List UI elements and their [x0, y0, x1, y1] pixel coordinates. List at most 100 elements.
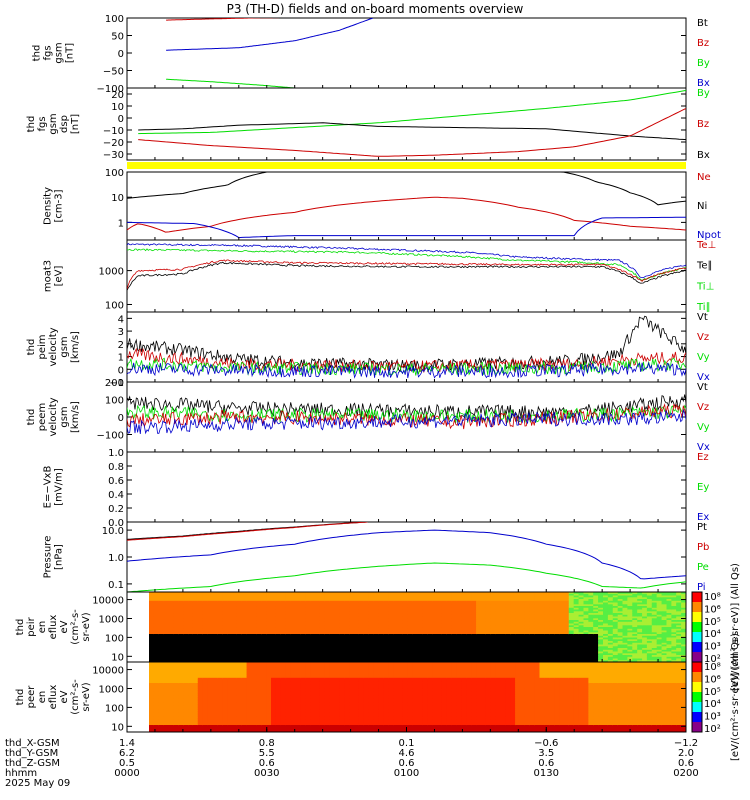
- y-axis-label: peem: [37, 403, 48, 431]
- y-tick-label: 1000: [99, 267, 124, 278]
- y-tick-label: 100: [105, 396, 124, 407]
- y-tick-label: 1000: [99, 684, 124, 695]
- series-line-Te⊥: [127, 259, 686, 290]
- x-axis-row-label: hhmm: [5, 768, 37, 779]
- y-tick-label: 10000: [92, 596, 124, 607]
- colorbar-tick-label: 10³: [704, 642, 721, 653]
- y-tick-label: 2: [118, 340, 124, 351]
- x-axis-row-label: 2025 May 09: [5, 778, 70, 789]
- y-axis-label: dsp: [59, 115, 70, 133]
- y-axis-label: [eV]: [54, 266, 65, 287]
- colorbar-band-9: [692, 652, 702, 663]
- y-axis-label: E=−VxB: [43, 466, 54, 509]
- legend-entry: Bz: [697, 119, 709, 130]
- colorbar-band-10: [692, 722, 702, 733]
- series-line-Vy: [127, 357, 686, 376]
- colorbar-tick-label: 10⁵: [704, 617, 721, 628]
- colorbar-band-10: [692, 682, 702, 693]
- legend-entry: Ex: [697, 512, 709, 523]
- x-tick-label: 1.4: [119, 738, 135, 749]
- x-tick-label: 0.5: [119, 758, 135, 769]
- series-line-Vt: [127, 315, 686, 373]
- y-tick-label: 0.2: [108, 504, 124, 515]
- y-axis-label: Density: [43, 187, 54, 225]
- y-axis-label: fgs: [43, 45, 54, 60]
- y-tick-label: 1.0: [108, 448, 124, 459]
- y-axis-label: gsm: [48, 113, 59, 134]
- y-axis-label: peer: [26, 685, 37, 709]
- legend-entry: Ne: [697, 172, 711, 183]
- legend-entry: Pt: [697, 522, 707, 533]
- y-axis-label: [mV/m]: [54, 468, 65, 506]
- y-tick-label: −1: [109, 378, 124, 389]
- x-tick-label: 0.1: [399, 738, 415, 749]
- colorbar-band-10: [692, 712, 702, 723]
- y-tick-label: 3: [118, 327, 124, 338]
- y-tick-label: 0.1: [108, 580, 124, 591]
- y-tick-label: 0: [118, 365, 124, 376]
- y-axis-label: thd: [26, 409, 37, 426]
- series-line-Bx: [138, 122, 686, 141]
- legend-entry: Te∥: [696, 261, 713, 272]
- x-tick-label: 0100: [394, 768, 419, 779]
- legend-entry: Bt: [697, 18, 708, 29]
- x-axis-row-label: thd_Y-GSM: [5, 748, 58, 759]
- series-line-Vx: [127, 408, 686, 435]
- y-axis-label: thd: [26, 116, 37, 133]
- x-tick-label: 0.6: [259, 758, 275, 769]
- legend-entry: Ni: [697, 201, 707, 212]
- y-tick-label: −100: [97, 431, 124, 442]
- legend-entry: Ez: [697, 452, 709, 463]
- y-tick-label: 0: [118, 413, 124, 424]
- series-line-Bx: [166, 18, 374, 51]
- y-axis-label: thd: [26, 339, 37, 356]
- colorbar-band-9: [692, 642, 702, 653]
- y-axis-label: velocity: [48, 327, 59, 366]
- series-line-Bz: [166, 18, 286, 21]
- y-axis-label: fgs: [37, 116, 48, 131]
- series-line-By: [138, 89, 686, 135]
- series-line-Te∥: [127, 261, 686, 291]
- y-tick-label: 0.6: [108, 476, 124, 487]
- y-tick-label: 100: [105, 300, 124, 311]
- y-tick-label: −100: [97, 84, 124, 95]
- colorbar-band-9: [692, 592, 702, 603]
- colorbar-label: [eV/(cm²·s·sr·eV)] (All Qs): [730, 633, 741, 761]
- y-tick-label: 10: [111, 722, 124, 733]
- legend-entry: Vx: [697, 372, 710, 383]
- series-line-Vz: [127, 403, 686, 430]
- series-line-Ne: [127, 196, 686, 233]
- colorbar-tick-label: 10²: [704, 654, 721, 665]
- legend-entry: Ti⊥: [696, 281, 714, 292]
- y-axis-label: moat3: [43, 260, 54, 292]
- series-group-5: [127, 315, 686, 379]
- legend-entry: Bz: [697, 38, 709, 49]
- series-line-By: [166, 78, 295, 88]
- y-axis-label: (cm²-s-: [70, 679, 81, 715]
- y-tick-label: 0.8: [108, 462, 124, 473]
- series-line-Bz: [138, 107, 686, 157]
- x-tick-label: −1.2: [674, 738, 698, 749]
- spectrogram-10: [149, 662, 686, 732]
- legend-entry: Vt: [697, 382, 708, 393]
- colorbar-band-9: [692, 612, 702, 623]
- colorbar-band-9: [692, 602, 702, 613]
- y-axis-label: thd: [32, 45, 43, 62]
- series-group-8: [127, 522, 686, 592]
- y-tick-label: 0: [118, 49, 124, 60]
- y-tick-label: 20: [111, 90, 124, 101]
- y-tick-label: −30: [103, 150, 124, 161]
- y-axis-label: peir: [26, 616, 37, 636]
- yellow-status-bar: [127, 162, 686, 169]
- series-line-Pi: [127, 529, 686, 580]
- y-tick-label: 10: [111, 102, 124, 113]
- legend-entry: Vx: [697, 442, 710, 453]
- y-axis-label: [km/s]: [70, 401, 81, 433]
- x-axis-row-label: thd_X-GSM: [5, 738, 60, 749]
- panel-frame-8: [126, 521, 687, 593]
- x-tick-label: 0030: [254, 768, 279, 779]
- y-axis-label: velocity: [48, 397, 59, 436]
- y-axis-label: thd: [15, 689, 26, 706]
- colorbar-tick-label: 10⁶: [704, 604, 721, 615]
- y-axis-label: sr-eV): [81, 612, 92, 641]
